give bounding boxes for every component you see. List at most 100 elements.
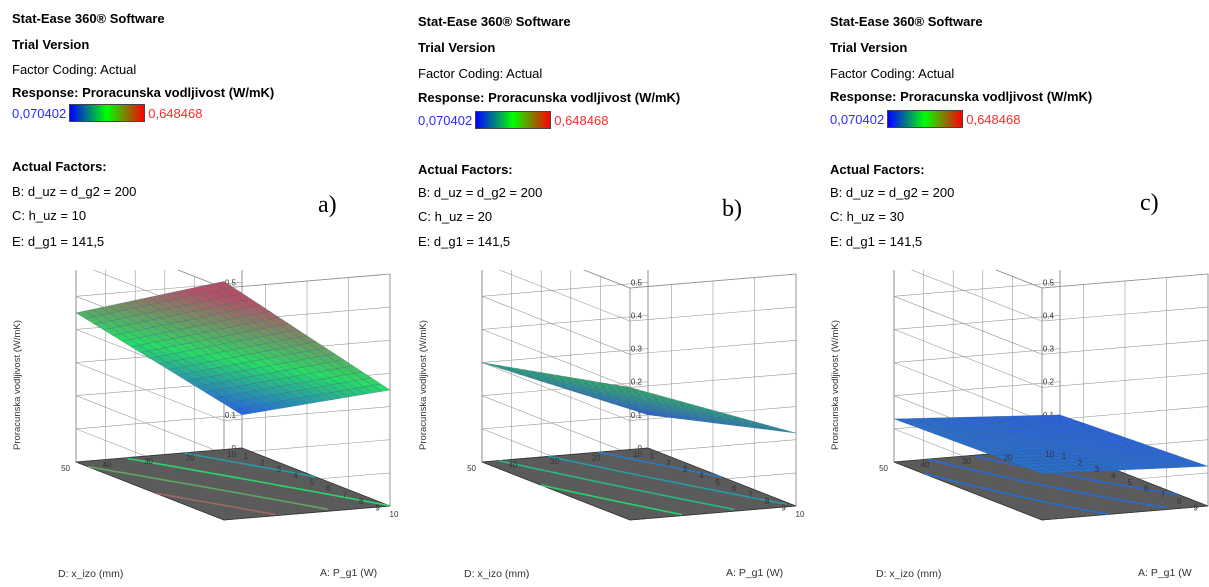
x-tick-label: 1	[1062, 452, 1067, 461]
x-tick-label: 5	[1128, 478, 1133, 487]
factor-e: E: d_g1 = 141,5	[12, 234, 105, 249]
x-tick-label: 4	[1111, 471, 1116, 480]
panel-b: Stat-Ease 360® Software Trial Version Fa…	[406, 0, 809, 587]
z-tick-label: 0.3	[1043, 345, 1055, 354]
x-axis-title: A: P_g1 (W)	[726, 567, 783, 579]
x-tick-label: 4	[699, 471, 704, 480]
z-tick-label: 0.1	[225, 411, 237, 420]
x-tick-label: 10	[796, 510, 805, 519]
software-title: Stat-Ease 360® Software	[830, 14, 983, 29]
legend-min: 0,070402	[418, 112, 473, 128]
panel-a: Stat-Ease 360® Software Trial Version Fa…	[0, 0, 403, 587]
y-tick-label: 50	[61, 464, 70, 473]
surface-plot: 00.10.20.30.40.50.60.7123456789101020304…	[418, 270, 805, 580]
legend-gradient	[69, 104, 146, 122]
y-tick-label: 10	[227, 450, 236, 459]
factor-b: B: d_uz = d_g2 = 200	[12, 184, 137, 199]
x-tick-label: 9	[375, 504, 380, 513]
surface-plot: 00.10.20.30.40.50.60.7123456789101020304…	[12, 270, 399, 580]
z-tick-label: 0.4	[631, 311, 643, 320]
y-tick-label: 40	[921, 461, 930, 470]
response-title: Response: Proracunska vodljivost (W/mK)	[830, 89, 1093, 104]
factor-c: C: h_uz = 20	[418, 209, 493, 224]
software-title: Stat-Ease 360® Software	[418, 14, 571, 29]
x-tick-label: 9	[1193, 504, 1198, 513]
floor-plane	[75, 447, 391, 521]
panel-label: a)	[318, 192, 337, 218]
legend-min: 0,070402	[12, 105, 67, 121]
floor-plane	[481, 447, 797, 521]
panel-label: b)	[722, 196, 742, 222]
y-tick-label: 50	[879, 464, 888, 473]
factor-c: C: h_uz = 10	[12, 208, 87, 223]
z-tick-label: 0.2	[1043, 378, 1055, 387]
legend-gradient	[475, 111, 552, 129]
x-tick-label: 5	[716, 478, 721, 487]
x-axis-title: A: P_g1 (W	[1138, 567, 1192, 579]
y-tick-label: 30	[550, 457, 559, 466]
surface-cell	[1190, 463, 1209, 467]
z-tick-label: 0.5	[225, 278, 237, 287]
floor-contour	[498, 459, 735, 511]
floor-contour	[127, 457, 389, 507]
x-tick-label: 1	[244, 452, 249, 461]
response-title: Response: Proracunska vodljivost (W/mK)	[418, 90, 681, 105]
floor-contour	[87, 465, 328, 510]
z-axis-title: Proracunska vodljivost (W/mK)	[418, 320, 429, 450]
x-tick-label: 10	[390, 510, 399, 519]
legend-max: 0,648468	[966, 111, 1021, 127]
floor-contour	[184, 452, 316, 478]
legend-min: 0,070402	[830, 111, 885, 127]
x-tick-label: 9	[781, 504, 786, 513]
z-axis-title: Proracunska vodljivost (W/mK)	[12, 320, 23, 450]
factor-coding: Factor Coding: Actual	[830, 66, 955, 81]
x-tick-label: 6	[732, 484, 737, 493]
x-tick-label: 7	[342, 491, 347, 500]
x-tick-label: 6	[1144, 484, 1149, 493]
floor-contour	[975, 455, 1179, 496]
z-tick-label: 0.5	[631, 278, 643, 287]
factor-coding: Factor Coding: Actual	[418, 66, 543, 81]
y-tick-label: 40	[103, 461, 112, 470]
z-tick-label: 0.2	[631, 378, 643, 387]
x-tick-label: 8	[1177, 497, 1182, 506]
color-legend: 0,070402 0,648468	[12, 104, 202, 122]
trial-version: Trial Version	[418, 40, 496, 55]
trial-version: Trial Version	[12, 37, 90, 52]
color-legend: 0,070402 0,648468	[830, 110, 1021, 128]
z-tick-label: 0.1	[631, 411, 643, 420]
floor-contour	[155, 492, 276, 516]
y-tick-label: 20	[592, 454, 601, 463]
actual-factors-title: Actual Factors:	[830, 162, 925, 177]
y-tick-label: 10	[1045, 450, 1054, 459]
y-axis-title: D: x_izo (mm)	[464, 568, 529, 580]
surface-plot: 00.10.20.30.40.50.60.7123456789102030405…	[830, 270, 1209, 580]
y-tick-label: 20	[1004, 454, 1013, 463]
x-tick-label: 6	[326, 484, 331, 493]
x-tick-label: 8	[359, 497, 364, 506]
factor-e: E: d_g1 = 141,5	[418, 234, 511, 249]
floor-contour	[927, 458, 1167, 509]
floor-contour	[541, 484, 683, 516]
factor-b: B: d_uz = d_g2 = 200	[418, 185, 543, 200]
z-tick-label: 0.4	[1043, 311, 1055, 320]
y-tick-label: 40	[509, 461, 518, 470]
panel-label: c)	[1140, 190, 1159, 216]
floor-contour	[923, 472, 1109, 516]
x-axis-title: A: P_g1 (W)	[320, 567, 377, 579]
actual-factors-title: Actual Factors:	[418, 162, 513, 177]
floor-contour	[598, 451, 723, 478]
z-tick-label: 0.5	[1043, 278, 1055, 287]
actual-factors-title: Actual Factors:	[12, 159, 107, 174]
factor-e: E: d_g1 = 141,5	[830, 234, 923, 249]
x-tick-label: 7	[1160, 491, 1165, 500]
x-tick-label: 3	[683, 465, 688, 474]
surface-cell	[778, 429, 797, 434]
y-tick-label: 30	[962, 457, 971, 466]
x-tick-label: 4	[293, 471, 298, 480]
x-tick-label: 2	[666, 458, 671, 467]
y-tick-label: 50	[467, 464, 476, 473]
x-tick-label: 3	[277, 465, 282, 474]
y-tick-label: 30	[144, 457, 153, 466]
color-legend: 0,070402 0,648468	[418, 111, 608, 129]
